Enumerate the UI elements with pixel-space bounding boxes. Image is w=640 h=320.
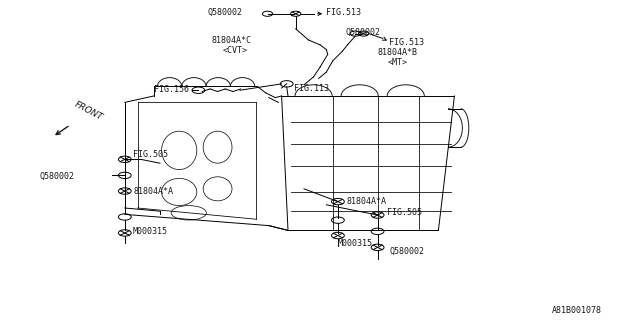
Text: <CVT>: <CVT> — [223, 46, 248, 55]
Text: FIG.156: FIG.156 — [154, 85, 189, 94]
Text: 81804A*B: 81804A*B — [378, 48, 417, 57]
Text: FIG.505: FIG.505 — [133, 150, 168, 159]
Text: Q580002: Q580002 — [389, 247, 424, 256]
Text: Q580002: Q580002 — [208, 8, 243, 17]
Text: 81804A*A: 81804A*A — [347, 197, 387, 206]
Text: 81804A*A: 81804A*A — [133, 187, 173, 196]
Text: M000315: M000315 — [338, 239, 373, 248]
Text: FIG.113: FIG.113 — [294, 84, 330, 92]
Text: Q580002: Q580002 — [346, 28, 381, 36]
Text: M000315: M000315 — [133, 227, 168, 236]
Text: 81804A*C: 81804A*C — [211, 36, 252, 44]
Text: <MT>: <MT> — [388, 58, 408, 67]
Text: Q580002: Q580002 — [40, 172, 75, 180]
Text: FIG.513: FIG.513 — [389, 38, 424, 47]
Text: FIG.505: FIG.505 — [387, 208, 422, 217]
Text: FRONT: FRONT — [73, 100, 104, 122]
Text: A81B001078: A81B001078 — [552, 306, 602, 315]
Text: FIG.513: FIG.513 — [326, 8, 362, 17]
